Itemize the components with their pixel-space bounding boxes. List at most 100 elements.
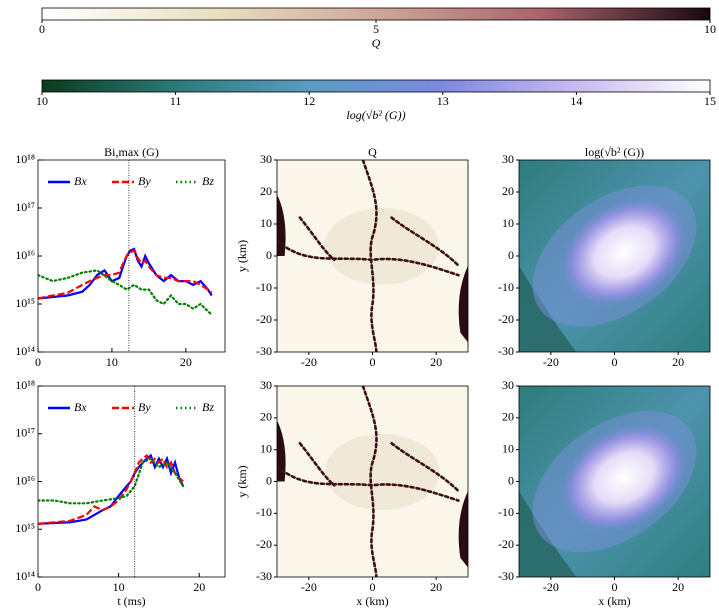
y-tick-label: 10¹⁶ [15, 473, 35, 487]
y-tick-label: -30 [498, 569, 514, 583]
axes-frame [37, 385, 226, 578]
heatmap-image [519, 386, 710, 577]
y-axis-label: y (km) [235, 465, 249, 497]
y-tick-label: 10¹⁴ [15, 344, 35, 358]
y-tick-label: 30 [260, 152, 272, 166]
heatmap-filament [298, 442, 336, 487]
heatmap-shade [324, 208, 440, 285]
x-tick-label: 20 [672, 355, 684, 369]
x-tick-label: -20 [301, 355, 317, 369]
heatmap-core [559, 196, 689, 308]
series-line [38, 457, 185, 505]
panel-title: Q [368, 145, 377, 159]
legend-label: Bx [74, 174, 87, 188]
x-axis-label: x (km) [598, 594, 630, 608]
y-tick-label: -20 [498, 537, 514, 551]
x-tick-label: 20 [430, 355, 442, 369]
tick-label: 10 [704, 22, 716, 36]
y-tick-label: -20 [498, 312, 514, 326]
y-tick-label: -20 [256, 537, 272, 551]
heatmap-patch [277, 194, 286, 256]
series-line [38, 249, 213, 300]
x-tick-label: 0 [370, 355, 376, 369]
y-tick-label: 10¹⁷ [15, 200, 35, 214]
y-tick-label: 10 [502, 441, 514, 455]
axes-frame [276, 385, 469, 578]
x-tick-label: -20 [543, 355, 559, 369]
y-axis-label: y (km) [235, 240, 249, 272]
x-axis-label: x (km) [356, 594, 388, 608]
legend-label: Bz [202, 400, 214, 414]
y-tick-label: 10¹⁴ [15, 569, 35, 583]
y-tick-label: -30 [256, 344, 272, 358]
x-tick-label: 10 [106, 355, 118, 369]
y-tick-label: -10 [256, 280, 272, 294]
y-tick-label: 0 [508, 473, 514, 487]
axes-frame [518, 385, 711, 578]
tick-label: 12 [303, 94, 315, 108]
tick-label: 13 [437, 94, 449, 108]
heatmap-shade [324, 433, 440, 511]
x-tick-label: 20 [430, 580, 442, 594]
legend-label: By [138, 174, 151, 188]
tick-label: 5 [373, 22, 379, 36]
heatmap-patch [458, 265, 468, 343]
series-line [38, 247, 213, 300]
x-tick-label: 20 [672, 580, 684, 594]
y-tick-label: 20 [260, 410, 272, 424]
colorbar [41, 79, 711, 93]
heatmap-filament [390, 442, 460, 493]
heatmap-shade [519, 491, 577, 577]
series-line [38, 269, 213, 316]
tick-label: 11 [170, 94, 182, 108]
y-tick-label: 10¹⁸ [15, 152, 35, 166]
y-tick-label: 0 [266, 248, 272, 262]
y-tick-label: -30 [256, 569, 272, 583]
tick-label: 15 [704, 94, 716, 108]
panel-title: Bi,max (G) [104, 145, 159, 159]
y-tick-label: 30 [502, 378, 514, 392]
y-tick-label: -10 [498, 280, 514, 294]
y-tick-label: 10¹⁶ [15, 248, 35, 262]
x-tick-label: 0 [370, 580, 376, 594]
heatmap-patch [458, 491, 468, 568]
legend-label: Bx [74, 400, 87, 414]
tick-label: 10 [36, 94, 48, 108]
y-tick-label: -20 [256, 312, 272, 326]
heatmap-filament [277, 464, 460, 502]
x-tick-label: 20 [180, 355, 192, 369]
y-tick-label: 10 [260, 441, 272, 455]
axes-frame [276, 159, 469, 353]
heatmap-image [277, 386, 468, 577]
colorbar-label: Q [372, 36, 381, 50]
y-tick-label: 10¹⁷ [15, 426, 35, 440]
y-tick-label: 10 [260, 216, 272, 230]
y-tick-label: -10 [256, 505, 272, 519]
x-tick-label: 20 [193, 580, 205, 594]
x-axis-label: t (ms) [117, 594, 145, 608]
panel-title: log(√b² (G)) [585, 145, 644, 159]
legend-label: Bz [202, 174, 214, 188]
y-tick-label: 30 [260, 378, 272, 392]
legend-label: By [138, 400, 151, 414]
y-tick-label: -10 [498, 505, 514, 519]
x-tick-label: 0 [612, 355, 618, 369]
y-tick-label: 10¹⁸ [15, 378, 35, 392]
heatmap-filament [298, 216, 336, 262]
axes-frame [518, 159, 711, 353]
plot-area [38, 453, 185, 525]
colorbar [41, 7, 711, 21]
y-tick-label: 30 [502, 152, 514, 166]
heatmap-core [559, 422, 689, 533]
x-tick-label: 0 [35, 580, 41, 594]
heatmap-image [519, 160, 710, 352]
y-tick-label: 10¹⁵ [15, 521, 35, 535]
heatmap-filament [277, 239, 460, 277]
x-tick-label: -20 [543, 580, 559, 594]
y-tick-label: 10 [502, 216, 514, 230]
x-tick-label: 10 [113, 580, 125, 594]
series-line [38, 453, 184, 525]
heatmap-image [277, 160, 468, 352]
heatmap-patch [277, 420, 286, 482]
